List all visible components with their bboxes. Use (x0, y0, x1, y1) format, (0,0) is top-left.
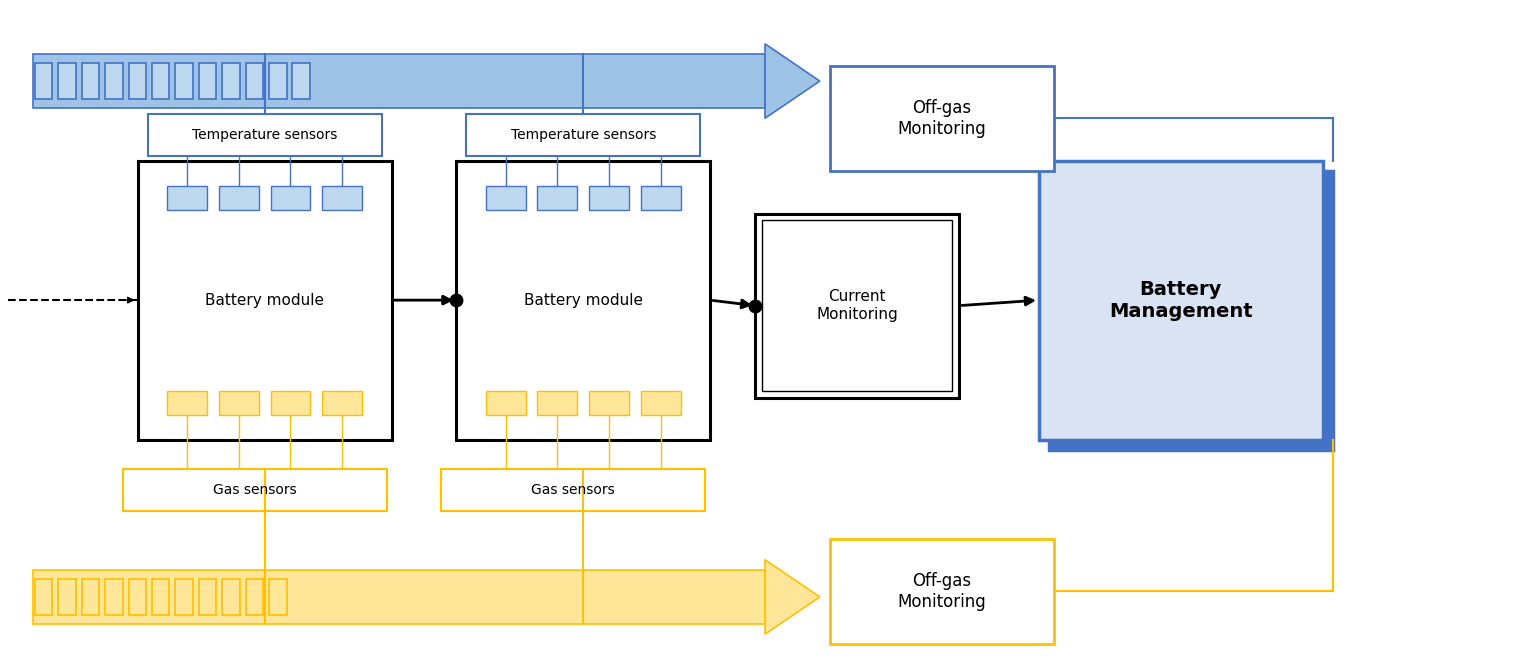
FancyBboxPatch shape (222, 63, 239, 99)
FancyBboxPatch shape (830, 539, 1054, 644)
FancyBboxPatch shape (456, 161, 710, 440)
FancyBboxPatch shape (830, 66, 1054, 171)
FancyBboxPatch shape (175, 63, 193, 99)
Text: Temperature sensors: Temperature sensors (192, 128, 337, 142)
FancyBboxPatch shape (152, 63, 169, 99)
FancyBboxPatch shape (755, 214, 959, 398)
FancyBboxPatch shape (466, 114, 701, 155)
FancyBboxPatch shape (106, 579, 123, 615)
FancyBboxPatch shape (268, 579, 287, 615)
FancyBboxPatch shape (138, 161, 391, 440)
FancyBboxPatch shape (81, 63, 100, 99)
FancyBboxPatch shape (442, 470, 706, 511)
Text: Gas sensors: Gas sensors (531, 483, 615, 497)
FancyBboxPatch shape (1049, 171, 1333, 450)
FancyBboxPatch shape (641, 391, 681, 415)
FancyBboxPatch shape (129, 63, 146, 99)
FancyBboxPatch shape (268, 63, 287, 99)
FancyBboxPatch shape (35, 579, 52, 615)
FancyBboxPatch shape (245, 579, 264, 615)
FancyBboxPatch shape (589, 391, 629, 415)
FancyBboxPatch shape (641, 186, 681, 210)
Text: Battery
Management: Battery Management (1109, 279, 1253, 321)
FancyBboxPatch shape (322, 391, 362, 415)
Text: Battery module: Battery module (523, 293, 643, 308)
FancyBboxPatch shape (199, 579, 216, 615)
FancyBboxPatch shape (167, 186, 207, 210)
FancyBboxPatch shape (58, 63, 75, 99)
FancyBboxPatch shape (537, 186, 577, 210)
FancyBboxPatch shape (175, 579, 193, 615)
FancyBboxPatch shape (293, 63, 310, 99)
FancyBboxPatch shape (123, 470, 387, 511)
FancyBboxPatch shape (129, 579, 146, 615)
Text: Battery module: Battery module (206, 293, 324, 308)
Polygon shape (765, 559, 819, 634)
Polygon shape (765, 44, 819, 119)
FancyBboxPatch shape (34, 570, 765, 624)
FancyBboxPatch shape (199, 63, 216, 99)
FancyBboxPatch shape (81, 579, 100, 615)
FancyBboxPatch shape (1039, 161, 1322, 440)
FancyBboxPatch shape (270, 186, 310, 210)
FancyBboxPatch shape (486, 391, 526, 415)
FancyBboxPatch shape (152, 579, 169, 615)
Text: Temperature sensors: Temperature sensors (511, 128, 657, 142)
Text: Current
Monitoring: Current Monitoring (816, 289, 897, 322)
FancyBboxPatch shape (34, 54, 765, 109)
FancyBboxPatch shape (147, 114, 382, 155)
Text: Off-gas
Monitoring: Off-gas Monitoring (897, 572, 986, 611)
FancyBboxPatch shape (537, 391, 577, 415)
FancyBboxPatch shape (106, 63, 123, 99)
FancyBboxPatch shape (167, 391, 207, 415)
FancyBboxPatch shape (35, 63, 52, 99)
FancyBboxPatch shape (589, 186, 629, 210)
FancyBboxPatch shape (219, 391, 259, 415)
FancyBboxPatch shape (219, 186, 259, 210)
FancyBboxPatch shape (245, 63, 264, 99)
Text: Gas sensors: Gas sensors (213, 483, 296, 497)
FancyBboxPatch shape (322, 186, 362, 210)
FancyBboxPatch shape (270, 391, 310, 415)
Text: Off-gas
Monitoring: Off-gas Monitoring (897, 99, 986, 138)
FancyBboxPatch shape (486, 186, 526, 210)
FancyBboxPatch shape (762, 220, 953, 391)
FancyBboxPatch shape (222, 579, 239, 615)
FancyBboxPatch shape (58, 579, 75, 615)
